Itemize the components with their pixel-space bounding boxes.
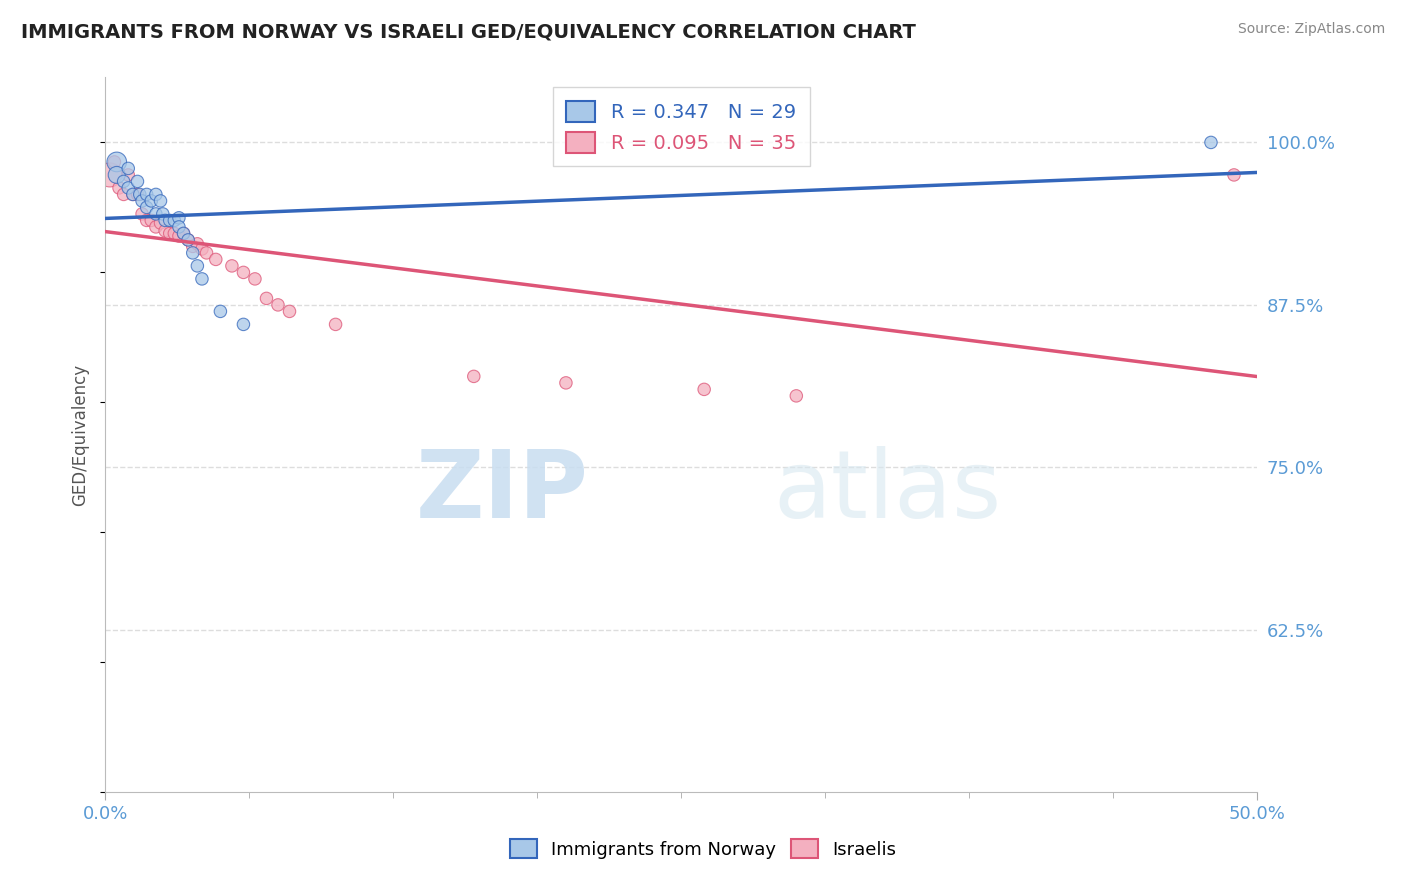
Point [127, 174, 149, 188]
Point [186, 236, 208, 251]
Point [117, 168, 139, 182]
Point [105, 155, 128, 169]
Point [135, 213, 157, 227]
Point [141, 213, 163, 227]
Point [232, 265, 254, 279]
Point [191, 242, 214, 256]
Point [163, 227, 186, 241]
Point [159, 213, 181, 227]
Text: atlas: atlas [773, 446, 1001, 538]
Point [159, 227, 181, 241]
Point [112, 187, 135, 202]
Legend: Immigrants from Norway, Israelis: Immigrants from Norway, Israelis [499, 829, 907, 870]
Point [131, 207, 153, 221]
Point [112, 174, 135, 188]
Point [186, 259, 208, 273]
Point [167, 219, 190, 234]
Point [117, 161, 139, 176]
Point [181, 246, 204, 260]
Y-axis label: GED/Equivalency: GED/Equivalency [72, 364, 89, 506]
Point [121, 187, 143, 202]
Point [693, 383, 716, 397]
Point [131, 194, 153, 208]
Point [127, 187, 149, 202]
Point [221, 259, 243, 273]
Point [153, 224, 176, 238]
Point [177, 233, 200, 247]
Point [153, 213, 176, 227]
Point [145, 207, 167, 221]
Point [117, 181, 139, 195]
Text: IMMIGRANTS FROM NORWAY VS ISRAELI GED/EQUIVALENCY CORRELATION CHART: IMMIGRANTS FROM NORWAY VS ISRAELI GED/EQ… [21, 22, 915, 41]
Point [105, 168, 128, 182]
Point [135, 201, 157, 215]
Point [103, 155, 125, 169]
Point [785, 389, 807, 403]
Text: ZIP: ZIP [416, 446, 589, 538]
Point [108, 181, 131, 195]
Legend: R = 0.347   N = 29, R = 0.095   N = 35: R = 0.347 N = 29, R = 0.095 N = 35 [553, 87, 810, 167]
Point [267, 298, 290, 312]
Point [232, 318, 254, 332]
Point [555, 376, 578, 390]
Point [163, 213, 186, 227]
Text: Source: ZipAtlas.com: Source: ZipAtlas.com [1237, 22, 1385, 37]
Point [167, 229, 190, 244]
Point [173, 227, 195, 241]
Point [135, 187, 157, 202]
Point [204, 252, 226, 267]
Point [243, 272, 266, 286]
Point [463, 369, 485, 384]
Point [145, 219, 167, 234]
Point [121, 187, 143, 202]
Point [1223, 168, 1246, 182]
Point [141, 194, 163, 208]
Point [325, 318, 347, 332]
Point [149, 194, 172, 208]
Point [149, 216, 172, 230]
Point [173, 227, 195, 241]
Point [181, 239, 204, 253]
Point [177, 233, 200, 247]
Point [195, 246, 218, 260]
Point [98, 168, 121, 182]
Point [145, 187, 167, 202]
Point [167, 211, 190, 225]
Point [256, 292, 278, 306]
Point [1199, 136, 1222, 150]
Point [209, 304, 232, 318]
Point [278, 304, 301, 318]
Point [152, 207, 174, 221]
Point [128, 187, 150, 202]
Point [191, 272, 214, 286]
